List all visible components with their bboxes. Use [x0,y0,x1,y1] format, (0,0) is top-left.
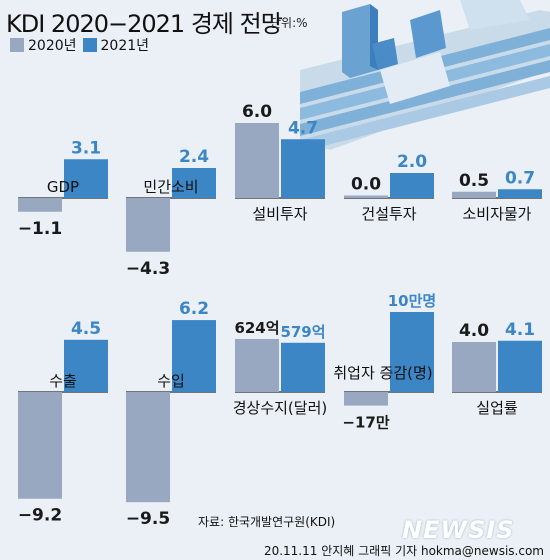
value-label-8-2020: −17만 [342,414,389,432]
building-icon [342,0,530,78]
legend-label-2021: 2021년 [100,38,150,54]
chart-title: KDI 2020−2021 경제 전망 [6,10,283,38]
value-label-7-2021: 579억 [280,323,325,341]
legend-swatch-2021 [82,38,97,52]
bar-1-2020 [126,198,170,252]
category-label-9: 실업률 [476,399,518,417]
value-label-5-2020: −9.2 [18,506,62,526]
category-label-6: 수입 [157,372,185,390]
legend: 2020년 2021년 [10,36,149,54]
value-label-9-2021: 4.1 [505,320,535,340]
bar-7-2021 [281,342,325,392]
watermark-logo: NEWSIS [402,516,515,544]
legend-item-2021: 2021년 [82,35,150,55]
credit-line: 20.11.11 안지혜 그래픽 기자 hokma@newsis.com [263,544,544,558]
bar-4-2021 [498,189,542,198]
bar-9-2021 [498,340,542,392]
category-label-8: 취업자 증감(명) [333,364,432,382]
value-label-9-2020: 4.0 [459,321,489,341]
value-label-2-2021: 4.7 [288,118,318,138]
bar-9-2020 [452,342,496,392]
value-label-4-2021: 0.7 [505,168,535,188]
value-label-0-2020: −1.1 [18,219,62,239]
category-label-1: 민간소비 [143,178,198,196]
money-stack-illustration [300,10,550,152]
category-label-0: GDP [47,178,79,196]
bar-3-2021 [390,173,434,198]
value-label-7-2020: 624억 [234,319,279,337]
bar-8-2020 [344,392,388,406]
value-label-3-2020: 0.0 [351,175,381,195]
value-label-6-2021: 6.2 [179,299,209,319]
value-label-0-2021: 3.1 [71,138,101,158]
category-label-5: 수출 [49,372,77,390]
bar-6-2020 [126,392,170,503]
bar-2-2020 [235,123,279,198]
bar-1-2021 [172,168,216,198]
unit-label: 단위:% [270,16,308,30]
bar-4-2020 [452,191,496,198]
value-label-5-2021: 4.5 [71,319,101,339]
value-label-4-2020: 0.5 [459,171,489,191]
bar-0-2021 [64,159,108,198]
value-label-2-2020: 6.0 [242,102,272,122]
bar-5-2021 [64,339,108,392]
legend-label-2020: 2020년 [28,38,77,54]
source-note: 자료: 한국개발연구원(KDI) [198,515,336,529]
legend-swatch-2020 [10,38,24,52]
category-label-4: 소비자물가 [462,205,531,223]
bar-0-2020 [18,198,62,212]
bar-7-2020 [235,338,279,392]
legend-item-2020: 2020년 [10,35,77,55]
bar-3-2020 [344,195,388,198]
category-label-7: 경상수지(달러) [233,399,328,417]
value-label-1-2020: −4.3 [126,259,170,279]
bar-8-2021 [390,312,434,392]
category-label-3: 건설투자 [361,205,416,223]
value-label-8-2021: 10만명 [388,292,436,310]
value-label-1-2021: 2.4 [179,147,209,167]
bar-6-2021 [172,320,216,392]
bar-5-2020 [18,392,62,499]
value-label-6-2020: −9.5 [126,509,170,529]
bar-2-2021 [281,139,325,198]
value-label-3-2021: 2.0 [397,152,427,172]
category-label-2: 설비투자 [252,205,307,223]
